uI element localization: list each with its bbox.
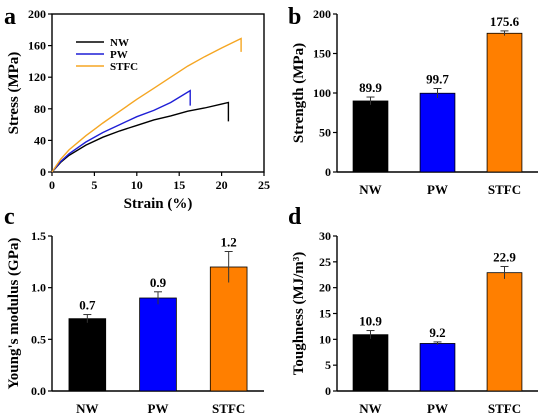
y-tick-label: 100	[313, 86, 331, 100]
y-tick-label: 1.0	[31, 281, 46, 295]
bar-pw	[419, 92, 456, 173]
value-label: 1.2	[221, 235, 237, 250]
y-tick-label: 15	[319, 307, 331, 321]
value-label: 0.9	[150, 275, 167, 290]
value-label: 10.9	[359, 314, 382, 329]
category-label: STFC	[488, 182, 521, 197]
panel-a: a Stress (MPa) 0 40 80 120 160 200 0 5 10 15 20 25 Str…	[4, 4, 270, 212]
panel-label: b	[288, 4, 301, 30]
y-tick-label: 10	[319, 332, 331, 346]
y-tick-label: 200	[28, 7, 46, 21]
x-tick-label: 5	[91, 178, 97, 192]
bar-stfc	[486, 272, 523, 392]
y-axis-label: Young's modulus (GPa)	[6, 238, 22, 390]
y-tick-label: 160	[28, 39, 46, 53]
y-axis-label: Toughness (MJ/m³)	[291, 252, 307, 376]
plot-frame	[51, 13, 265, 173]
series-line-pw	[51, 89, 191, 173]
y-axis-label: Stress (MPa)	[6, 52, 22, 135]
y-tick-label: 120	[28, 70, 46, 84]
value-label: 99.7	[426, 71, 449, 86]
panel-b: b Strength (MPa) 0 50 100 150 200 89.9 NW 99.7 PW 1…	[288, 4, 538, 197]
bar-nw	[68, 318, 107, 392]
y-tick-label: 0	[40, 165, 46, 179]
y-tick-label: 0	[325, 384, 331, 398]
legend-entry: PW	[110, 49, 128, 61]
panel-label: c	[4, 204, 15, 230]
series-line-nw	[51, 101, 230, 173]
bar-stfc	[209, 266, 248, 392]
y-tick-label: 200	[313, 7, 331, 21]
category-label: NW	[359, 401, 381, 416]
value-label: 22.9	[493, 249, 516, 264]
y-tick-label: 30	[319, 229, 331, 243]
category-label: NW	[359, 182, 381, 197]
value-label: 175.6	[490, 14, 520, 29]
bar-nw	[352, 100, 389, 173]
category-label: STFC	[488, 401, 521, 416]
panel-c: c Young's modulus (GPa) 0.0 0.5 1.0 1.5 0.7 NW 0…	[4, 204, 264, 416]
x-tick-label: 15	[173, 178, 185, 192]
value-label: 0.7	[79, 298, 96, 313]
y-tick-label: 50	[319, 126, 331, 140]
x-tick-label: 0	[49, 178, 55, 192]
legend-entry: NW	[110, 37, 129, 49]
y-axis-label: Strength (MPa)	[291, 43, 307, 143]
category-label: STFC	[212, 401, 245, 416]
bar-nw	[352, 334, 389, 392]
y-tick-label: 1.5	[31, 229, 46, 243]
y-tick-label: 150	[313, 47, 331, 61]
y-tick-label: 5	[325, 358, 331, 372]
panel-d: d Toughness (MJ/m³) 0 5 10 15 20 25 30 10.9 NW 9.2 P…	[288, 204, 538, 416]
y-tick-label: 80	[34, 102, 46, 116]
series-line-stfc	[51, 37, 242, 173]
y-tick-label: 40	[34, 133, 46, 147]
x-axis-label: Strain (%)	[124, 196, 193, 212]
category-label: PW	[427, 401, 448, 416]
y-tick-label: 20	[319, 281, 331, 295]
bar-stfc	[486, 32, 523, 173]
y-tick-label: 25	[319, 255, 331, 269]
y-tick-label: 0.5	[31, 332, 46, 346]
panel-label: d	[288, 204, 302, 230]
panel-label: a	[4, 4, 16, 30]
y-tick-label: 0	[325, 165, 331, 179]
category-label: PW	[148, 401, 169, 416]
value-label: 89.9	[359, 80, 382, 95]
bar-pw	[419, 343, 456, 392]
x-tick-label: 20	[216, 178, 228, 192]
x-tick-label: 25	[258, 178, 270, 192]
bar-pw	[139, 297, 177, 392]
category-label: NW	[76, 401, 98, 416]
category-label: PW	[427, 182, 448, 197]
x-tick-label: 10	[131, 178, 143, 192]
y-tick-label: 0.0	[31, 384, 46, 398]
legend-entry: STFC	[110, 61, 138, 73]
value-label: 9.2	[429, 325, 445, 340]
